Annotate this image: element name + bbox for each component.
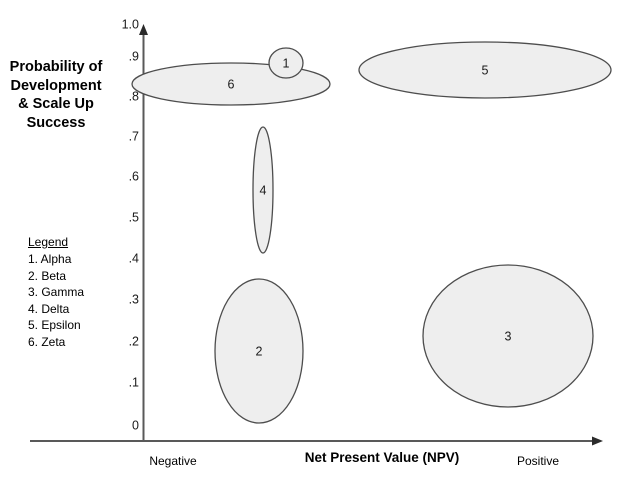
bubble-alpha [268, 47, 304, 79]
y-tick-label: .4 [129, 251, 139, 265]
bubble-beta [214, 278, 304, 424]
bubble-label-zeta: 6 [228, 77, 235, 91]
y-axis-title-line: Probability of [9, 59, 103, 75]
legend-items: 1. Alpha 2. Beta 3. Gamma 4. Delta 5. Epsilo… [28, 251, 84, 350]
bubble-label-delta: 4 [260, 183, 267, 197]
y-tick-label: .3 [129, 292, 139, 306]
legend-item: 4. Delta [28, 301, 70, 316]
x-axis-label-negative: Negative [149, 454, 197, 468]
legend-item: 5. Epsilon [28, 318, 81, 332]
legend-item: 3. Gamma [28, 285, 85, 299]
x-axis-label-positive: Positive [516, 454, 560, 468]
y-tick-label: .1 [129, 375, 139, 389]
y-tick-label: .7 [129, 129, 139, 143]
bubble-delta [252, 126, 274, 254]
x-axis-title: Net Present Value (NPV) [304, 450, 460, 465]
bubble-label-gamma: 3 [505, 329, 512, 343]
y-axis-title-line: & Scale Up [18, 96, 94, 112]
y-tick-label: .9 [129, 49, 139, 63]
y-tick-label: 0 [132, 418, 139, 432]
bubble-label-beta: 2 [256, 344, 263, 358]
y-axis-title-line: Success [26, 114, 86, 131]
y-tick-label: .2 [129, 334, 139, 348]
y-axis-title-line: Development [10, 77, 102, 94]
bubble-gamma [422, 264, 594, 408]
legend-item: 6. Zeta [28, 334, 66, 349]
bubble-label-epsilon: 5 [482, 63, 489, 77]
y-tick-label: .6 [129, 169, 139, 183]
bubble-label-alpha: 1 [283, 56, 290, 70]
bubble-epsilon [358, 41, 612, 99]
y-tick-label: .8 [129, 89, 139, 103]
legend-title: Legend [28, 235, 69, 249]
y-tick-label: 1.0 [122, 17, 139, 31]
legend-item: 1. Alpha [28, 252, 72, 266]
y-axis-title: Probability of Development & Scale Up Su… [0, 58, 112, 132]
legend-item: 2. Beta [28, 268, 67, 283]
legend: Legend 1. Alpha 2. Beta 3. Gamma 4. Delta 5.… [28, 235, 84, 350]
y-tick-label: .5 [129, 210, 139, 224]
y-axis-arrow-icon [139, 24, 148, 35]
x-axis-arrow-icon [592, 436, 603, 446]
